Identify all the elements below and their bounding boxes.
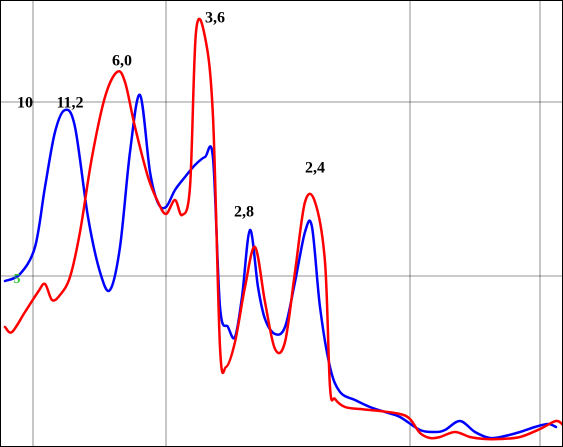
marker-label: 5 xyxy=(14,272,21,287)
annotation-group: 10 11,2 6,0 3,6 2,8 2,4 5 xyxy=(14,10,326,288)
peak-label: 2,4 xyxy=(305,160,325,177)
series-line-blue xyxy=(3,93,558,440)
peak-label: 11,2 xyxy=(56,95,83,112)
peak-label: 10 xyxy=(17,95,33,112)
series-group xyxy=(3,17,563,441)
peak-label: 2,8 xyxy=(234,204,254,221)
peak-label: 3,6 xyxy=(205,10,225,27)
series-line-red xyxy=(3,17,563,441)
peak-label: 6,0 xyxy=(112,53,132,70)
